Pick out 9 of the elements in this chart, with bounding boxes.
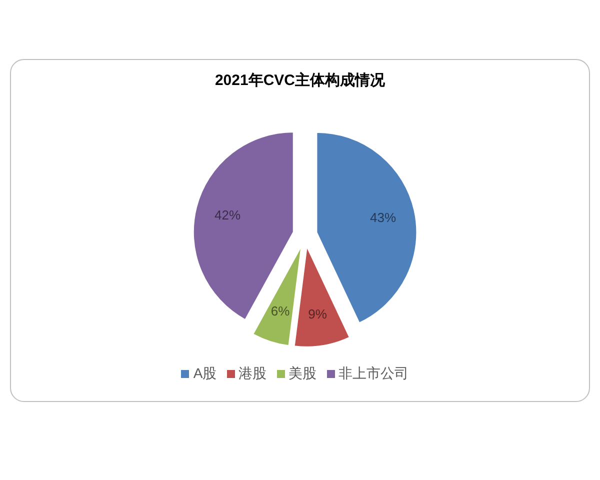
legend-label: A股 xyxy=(193,365,217,381)
legend-label: 港股 xyxy=(238,365,267,381)
legend-label: 非上市公司 xyxy=(338,365,409,381)
data-label: 9% xyxy=(308,306,328,322)
legend-label: 美股 xyxy=(288,365,317,381)
chart-title: 2021年CVC主体构成情况 xyxy=(214,70,386,91)
data-label: 42% xyxy=(214,208,241,223)
data-label: 6% xyxy=(270,304,290,319)
data-label: 43% xyxy=(370,210,397,226)
